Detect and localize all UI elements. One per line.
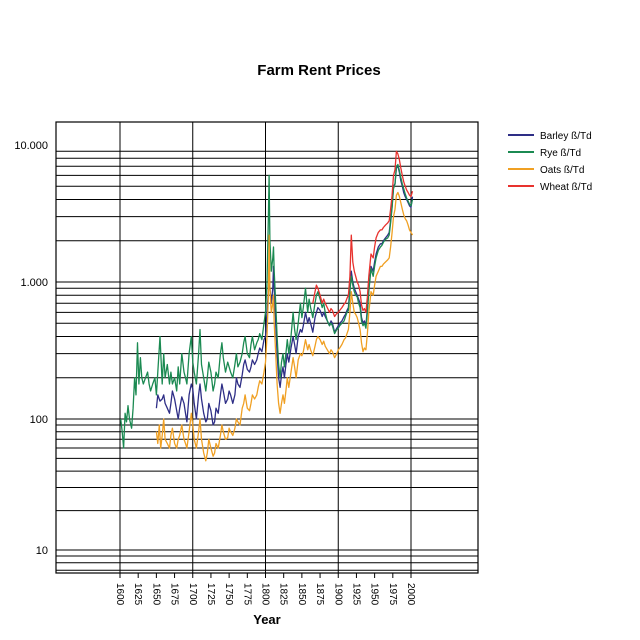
series-line — [155, 165, 414, 426]
x-tick-label: 1825 — [278, 583, 289, 606]
x-tick-label: 1725 — [205, 583, 216, 606]
x-tick-label: 1600 — [114, 583, 125, 606]
x-tick-label: 1650 — [150, 583, 161, 606]
x-axis-title: Year — [253, 612, 280, 627]
x-tick-label: 1875 — [314, 583, 325, 606]
x-tick-label: 1775 — [241, 583, 252, 606]
x-tick-label: 1675 — [169, 583, 180, 606]
x-tick-label: 1850 — [296, 583, 307, 606]
plot-frame — [55, 121, 479, 574]
x-tick-label: 1700 — [187, 583, 198, 606]
x-tick-label: 2000 — [405, 583, 416, 606]
y-tick-label: 10.000 — [14, 140, 48, 152]
legend-label: Barley ß/Td — [540, 131, 592, 142]
x-tick-label: 1750 — [223, 583, 234, 606]
x-tick-label: 1800 — [260, 583, 271, 606]
series-line — [120, 163, 414, 449]
y-tick-label: 100 — [30, 414, 48, 426]
x-tick-label: 1975 — [387, 583, 398, 606]
x-axis-ticks: 1600 1625 1650 1675 1700 1725 1750 1775 1800 1825… — [114, 573, 416, 606]
series-lines — [120, 150, 414, 462]
legend-label: Wheat ß/Td — [540, 182, 592, 193]
x-tick-label: 1900 — [332, 583, 343, 606]
series-line — [155, 191, 414, 462]
legend: Barley ß/Td Rye ß/Td Oats ß/Td Wheat ß/Td — [508, 131, 592, 193]
legend-label: Rye ß/Td — [540, 148, 581, 159]
x-tick-label: 1625 — [132, 583, 143, 606]
chart-title: Farm Rent Prices — [257, 62, 380, 79]
y-tick-label: 10 — [36, 545, 48, 557]
y-axis-ticks: 10 100 1.000 10.000 — [14, 140, 48, 557]
x-tick-label: 1950 — [369, 583, 380, 606]
legend-label: Oats ß/Td — [540, 165, 584, 176]
series-line — [312, 150, 414, 318]
x-tick-label: 1925 — [350, 583, 361, 606]
y-tick-label: 1.000 — [20, 277, 48, 289]
